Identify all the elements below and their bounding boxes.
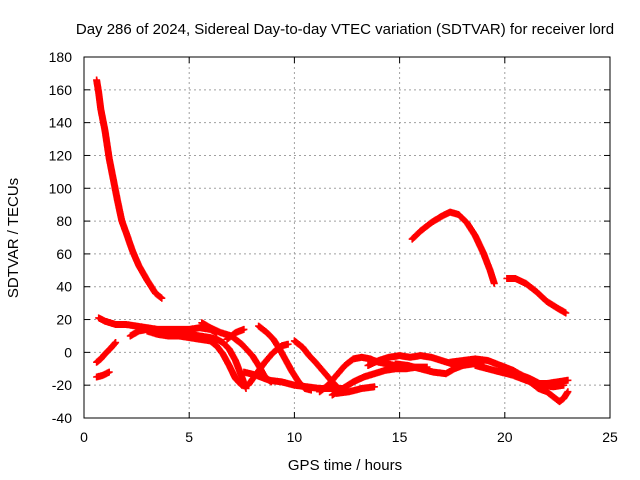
series-arc-10 [223, 325, 248, 343]
series-arc-19 [391, 360, 467, 378]
y-axis-label: SDTVAR / TECUs [5, 178, 22, 298]
data-point-markers [408, 208, 498, 287]
x-axis-label: GPS time / hours [288, 457, 402, 474]
data-point-markers [93, 368, 113, 381]
y-tick-label: 160 [49, 82, 73, 98]
data-point-markers [503, 275, 570, 317]
series-arc-1 [93, 76, 166, 302]
grid-lines [84, 57, 610, 418]
y-tick-label: 20 [56, 312, 72, 328]
data-point-markers [93, 76, 166, 302]
y-tick-label: 140 [49, 115, 73, 131]
series-arc-3 [503, 275, 570, 317]
series-arc-2 [408, 208, 498, 287]
data-point-markers [143, 327, 246, 389]
y-tick-label: 120 [49, 147, 73, 163]
data-point-markers [93, 339, 120, 366]
data-point-markers [501, 365, 568, 391]
y-tick-label: -20 [52, 377, 72, 393]
y-tick-label: 100 [49, 180, 73, 196]
series-arc-6 [93, 368, 113, 381]
y-tick-label: 40 [56, 279, 72, 295]
data-point-markers [391, 360, 467, 378]
x-tick-label: 25 [602, 429, 618, 445]
y-tick-label: 0 [64, 344, 72, 360]
series-arc-5 [93, 339, 120, 366]
y-tick-label: 80 [56, 213, 72, 229]
plot-frame [83, 56, 611, 419]
y-tick-label: -40 [52, 410, 72, 426]
y-tick-label: 180 [49, 49, 73, 65]
axis-ticks: 0 5 10 15 20 25 -40 -20 0 20 40 60 80 100 120 140 160 180 [49, 49, 618, 445]
data-series [93, 76, 572, 406]
x-tick-label: 0 [80, 429, 88, 445]
data-point-markers [223, 325, 248, 343]
series-arc-8 [143, 327, 246, 389]
y-tick-label: 60 [56, 246, 72, 262]
chart-title: Day 286 of 2024, Sidereal Day-to-day VTE… [76, 21, 614, 38]
data-point-markers [333, 383, 378, 397]
x-tick-label: 5 [185, 429, 193, 445]
x-tick-label: 10 [287, 429, 303, 445]
series-arc-22 [501, 365, 568, 391]
series-arc-17 [333, 383, 378, 397]
x-tick-label: 15 [392, 429, 408, 445]
x-tick-label: 20 [497, 429, 513, 445]
